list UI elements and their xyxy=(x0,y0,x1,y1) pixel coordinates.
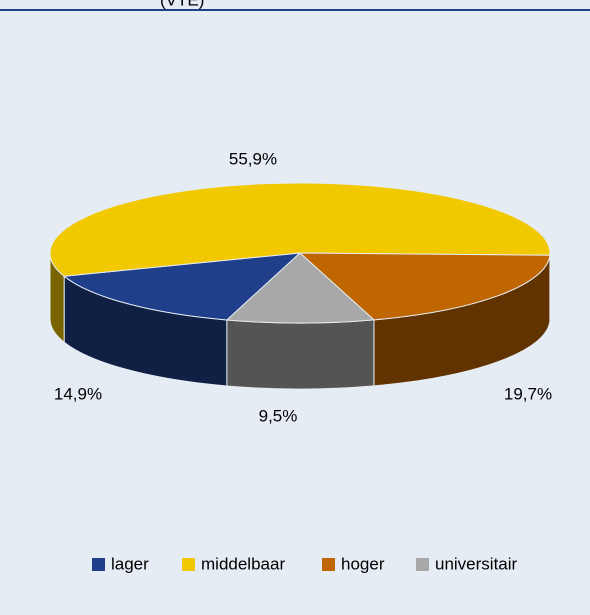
chart-title: (VTE) xyxy=(160,0,204,9)
pie-slice xyxy=(225,252,376,324)
data-label: 19,7% xyxy=(504,384,552,403)
legend-label: middelbaar xyxy=(201,554,285,573)
legend-label: hoger xyxy=(341,554,385,573)
pie-slice xyxy=(49,182,551,277)
legend-label: lager xyxy=(111,554,149,573)
pie-slice xyxy=(62,252,302,321)
pie-side xyxy=(226,319,375,390)
legend-swatch xyxy=(182,558,195,571)
legend-swatch xyxy=(92,558,105,571)
data-label: 9,5% xyxy=(259,406,298,425)
legend-swatch xyxy=(322,558,335,571)
pie-slice xyxy=(298,252,551,321)
legend-label: universitair xyxy=(435,554,518,573)
legend-swatch xyxy=(416,558,429,571)
data-label: 14,9% xyxy=(54,384,102,403)
data-label: 55,9% xyxy=(229,149,277,168)
